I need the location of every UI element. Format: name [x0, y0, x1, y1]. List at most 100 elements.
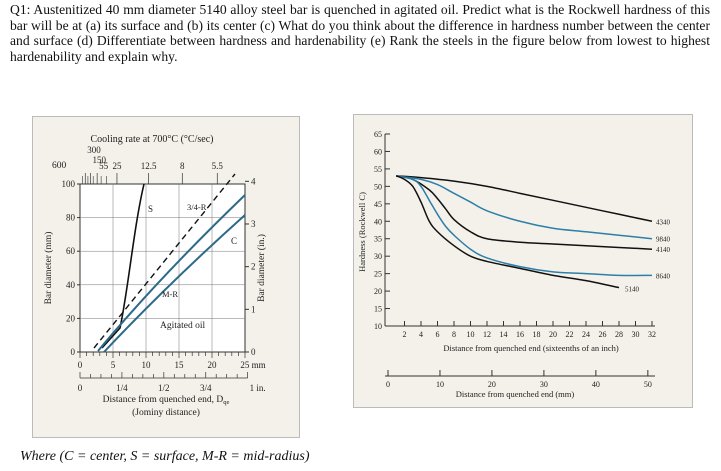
label-m-r: M-R — [162, 289, 178, 299]
mm-ticks: 0 10 20 30 40 50 — [386, 370, 652, 389]
series-label-4340: 4340 — [656, 218, 671, 226]
label-s: S — [148, 204, 153, 214]
chart-frame — [353, 114, 693, 408]
jominy-hardness-chart: 10 15 20 25 30 35 40 45 50 55 60 65 2 4 6 8 10 12 14 16 18 2… — [353, 114, 693, 413]
y-tick-label: 40 — [374, 217, 382, 226]
x-tick-label: 4 — [419, 330, 423, 339]
x-inch-tick-label: 1/4 — [116, 383, 128, 393]
series-label-9840: 9840 — [656, 236, 671, 244]
x-tick-label: 8 — [452, 330, 456, 339]
mm-tick-label: 10 — [436, 380, 444, 389]
x-tick-label: 28 — [615, 330, 623, 339]
y-left-tick-label: 40 — [66, 280, 76, 290]
y-left-ticks: 0 20 40 60 80 100 — [62, 179, 80, 357]
x-tick-label: 6 — [436, 330, 440, 339]
series-line-8640 — [396, 175, 653, 277]
y-tick-label: 10 — [374, 322, 382, 331]
x-tick-label: 14 — [500, 330, 508, 339]
x-tick-label: 24 — [582, 330, 590, 339]
series-lines — [395, 175, 653, 289]
series-label-8640: 8640 — [656, 272, 671, 280]
y-tick-label: 55 — [374, 165, 382, 174]
y-right-label: Bar diameter (in.) — [256, 234, 267, 302]
mm-tick-label: 30 — [540, 380, 548, 389]
x-tick-label: 20 — [549, 330, 557, 339]
x-ticks: 2 4 6 8 10 12 14 16 18 20 22 24 26 28 30 32 — [403, 321, 656, 339]
series-line-4340 — [396, 175, 653, 223]
y-right-tick-label: 3 — [251, 219, 256, 229]
medium-label: Agitated oil — [160, 321, 205, 331]
footnote-text: Where (C = center, S = surface, M-R = mi… — [20, 449, 310, 464]
y-left-tick-label: 80 — [66, 213, 76, 223]
cooling-rate-label: 12.5 — [141, 161, 157, 171]
mm-axis-label: Distance from quenched end (mm) — [456, 389, 575, 399]
y-tick-label: 35 — [374, 235, 382, 244]
grid-lines — [80, 184, 245, 352]
cooling-rate-label: 5.5 — [212, 161, 224, 171]
curve-mid-radius — [97, 194, 246, 352]
cooling-rate-title: Cooling rate at 700°C (°C/sec) — [91, 134, 214, 145]
x-tick-label: 16 — [516, 330, 524, 339]
x-axis-label: Distance from quenched end (sixteenths o… — [443, 343, 619, 353]
curve-center — [103, 214, 246, 353]
x-mm-tick-label: 0 — [78, 360, 83, 370]
x-label-line2: (Jominy distance) — [132, 407, 200, 418]
x-mm-tick-label: 25 mm — [240, 360, 265, 370]
plot-area — [79, 183, 246, 353]
mm-tick-label: 40 — [592, 380, 600, 389]
x-inch-tick-label: 0 — [78, 383, 83, 393]
cooling-rate-label: 55 — [99, 161, 109, 171]
x-tick-label: 12 — [483, 330, 491, 339]
label-three-quarter-r: 3/4-R — [187, 202, 207, 212]
curve-three-quarter-radius — [93, 173, 236, 349]
x-inch-tick-label: 1/2 — [158, 383, 170, 393]
x-mm-ticks: 0 5 10 15 20 25 mm — [78, 352, 266, 370]
y-tick-label: 50 — [374, 182, 382, 191]
cooling-rate-label: 8 — [180, 161, 185, 171]
x-mm-tick-label: 15 — [175, 360, 185, 370]
y-tick-label: 25 — [374, 270, 382, 279]
y-right-tick-label: 1 — [251, 304, 256, 314]
label-c: C — [231, 236, 237, 246]
x-mm-tick-label: 20 — [208, 360, 218, 370]
series-label-4140: 4140 — [656, 246, 671, 254]
question-text: Q1: Austenitized 40 mm diameter 5140 all… — [10, 2, 710, 64]
y-tick-label: 65 — [374, 130, 382, 139]
cooling-rate-label: 25 — [112, 161, 122, 171]
y-tick-label: 30 — [374, 252, 382, 261]
mm-tick-label: 50 — [644, 380, 652, 389]
x-tick-label: 2 — [403, 330, 407, 339]
x-tick-label: 26 — [599, 330, 607, 339]
y-tick-label: 15 — [374, 305, 382, 314]
y-right-tick-label: 2 — [251, 262, 256, 272]
x-mm-tick-label: 5 — [111, 360, 116, 370]
x-mm-tick-label: 10 — [142, 360, 152, 370]
y-axis-label: Hardness (Rockwell C) — [357, 192, 367, 272]
series-label-5140: 5140 — [625, 286, 640, 294]
x-label-line1: Distance from quenched end, Dqe — [103, 394, 230, 406]
y-tick-label: 20 — [374, 287, 382, 296]
y-right-ticks: 0 1 2 3 4 — [245, 176, 256, 357]
x-tick-label: 18 — [533, 330, 541, 339]
y-left-top-label: 600 — [52, 161, 67, 171]
curve-surface — [101, 183, 145, 349]
cooling-rate-label: 300 — [87, 145, 101, 155]
cooling-rate-label: 150 — [93, 155, 107, 165]
series-line-5140 — [395, 175, 620, 289]
y-left-tick-label: 60 — [66, 246, 76, 256]
mm-tick-label: 20 — [488, 380, 496, 389]
y-tick-label: 45 — [374, 200, 382, 209]
x-tick-label: 22 — [566, 330, 574, 339]
y-left-tick-label: 0 — [71, 347, 76, 357]
y-left-tick-label: 100 — [62, 179, 76, 189]
y-ticks: 10 15 20 25 30 35 40 45 50 55 60 65 — [374, 130, 390, 331]
x-tick-label: 32 — [648, 330, 656, 339]
y-right-tick-label: 0 — [251, 347, 256, 357]
x-inch-tick-label: 1 in. — [250, 383, 266, 393]
x-tick-label: 10 — [467, 330, 475, 339]
y-tick-label: 60 — [374, 147, 382, 156]
x-inch-ticks: 0 1/4 1/2 3/4 1 in. — [78, 372, 266, 393]
